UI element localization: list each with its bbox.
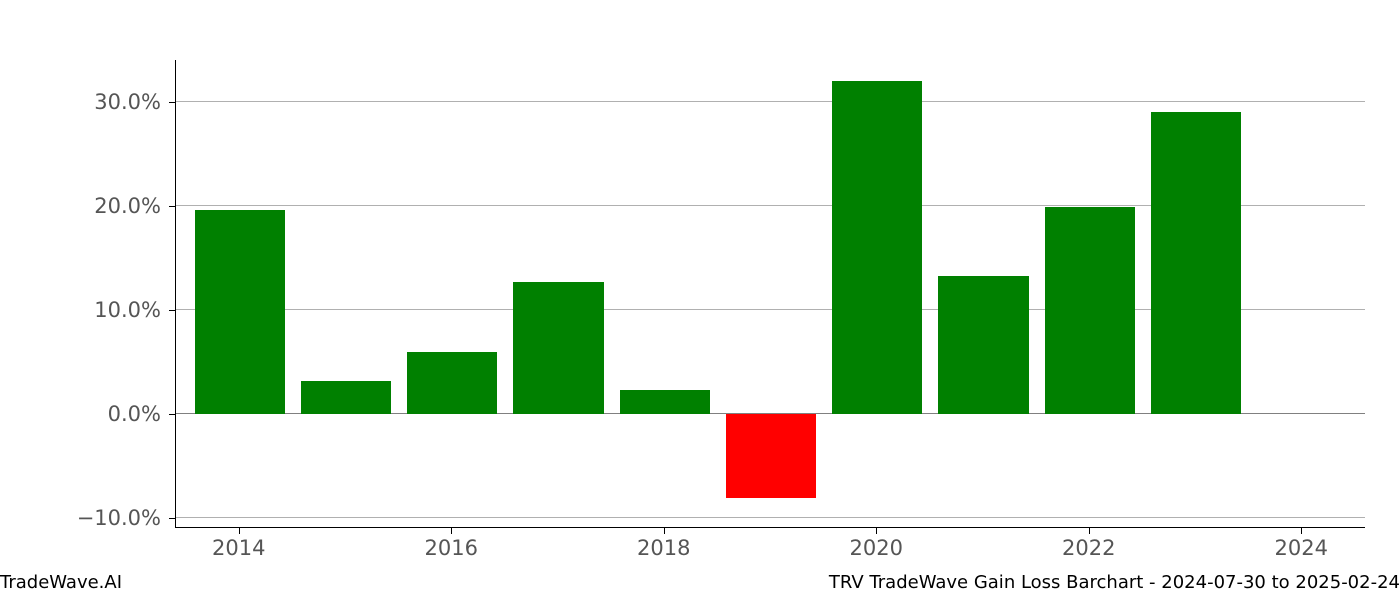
xtick-label: 2018	[637, 536, 690, 560]
ytick-label: 10.0%	[0, 298, 161, 322]
gridline	[176, 517, 1365, 518]
xtick-label: 2014	[212, 536, 265, 560]
bar	[620, 390, 710, 414]
ytick-mark	[169, 310, 175, 311]
xtick-mark	[876, 528, 877, 534]
bar	[726, 414, 816, 498]
ytick-label: 30.0%	[0, 90, 161, 114]
ytick-label: −10.0%	[0, 506, 161, 530]
ytick-mark	[169, 518, 175, 519]
footer-left-brand: TradeWave.AI	[0, 572, 122, 593]
bar	[301, 381, 391, 413]
bar	[195, 210, 285, 414]
xtick-mark	[1089, 528, 1090, 534]
gain-loss-barchart: TradeWave.AI TRV TradeWave Gain Loss Bar…	[0, 0, 1400, 600]
xtick-mark	[451, 528, 452, 534]
bar	[832, 81, 922, 414]
xtick-label: 2020	[850, 536, 903, 560]
plot-area	[175, 60, 1365, 528]
bar	[513, 282, 603, 414]
bar	[1151, 112, 1241, 414]
xtick-label: 2016	[425, 536, 478, 560]
bar	[1045, 207, 1135, 414]
ytick-mark	[169, 414, 175, 415]
footer-right-caption: TRV TradeWave Gain Loss Barchart - 2024-…	[829, 572, 1400, 593]
bar	[938, 276, 1028, 413]
ytick-mark	[169, 206, 175, 207]
xtick-mark	[1301, 528, 1302, 534]
xtick-label: 2022	[1062, 536, 1115, 560]
xtick-mark	[664, 528, 665, 534]
xtick-label: 2024	[1275, 536, 1328, 560]
bar	[407, 352, 497, 413]
ytick-label: 20.0%	[0, 194, 161, 218]
ytick-mark	[169, 102, 175, 103]
gridline	[176, 101, 1365, 102]
ytick-label: 0.0%	[0, 402, 161, 426]
xtick-mark	[239, 528, 240, 534]
